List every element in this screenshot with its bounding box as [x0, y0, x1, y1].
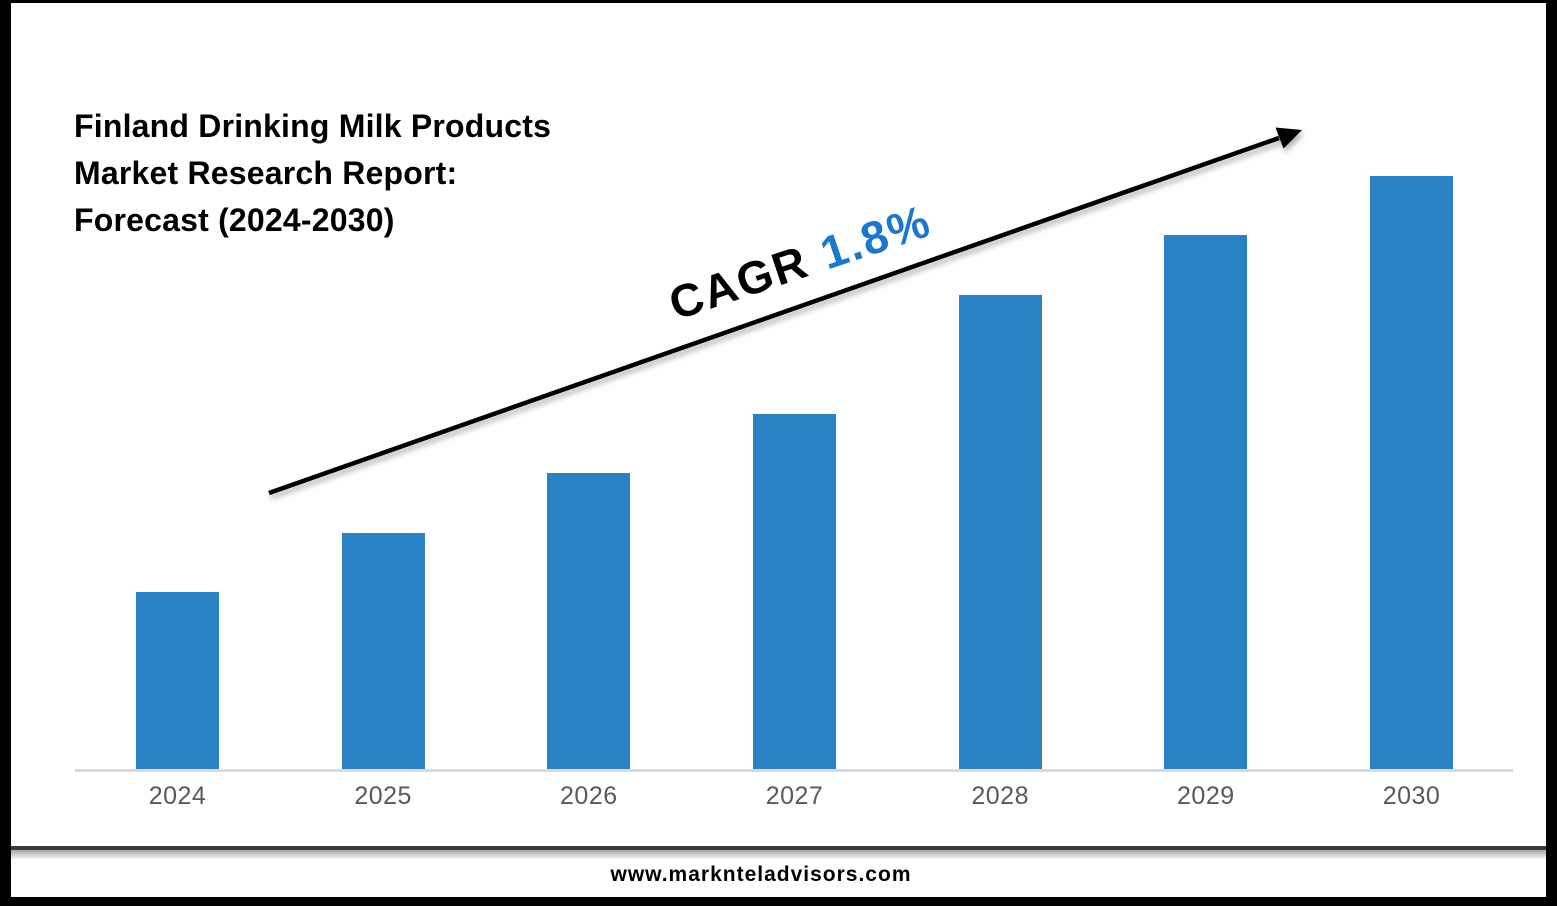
x-tick-label-2028: 2028	[971, 782, 1029, 810]
footer-website-url: www.marknteladvisors.com	[610, 863, 912, 886]
bar-2027	[753, 414, 836, 771]
frame-border-left	[0, 0, 11, 906]
bar-2028	[958, 295, 1042, 771]
frame-border-right	[1546, 0, 1557, 906]
bar-2024	[136, 592, 219, 771]
x-tick-label-2030: 2030	[1382, 782, 1441, 810]
footer-divider	[11, 846, 1546, 850]
x-tick-label-2027: 2027	[765, 782, 824, 810]
chart-title: Finland Drinking Milk Products Market Re…	[74, 103, 551, 244]
x-tick-label-2026: 2026	[560, 782, 618, 810]
bar-2025	[341, 533, 425, 771]
footer-divider-shadow	[11, 850, 1546, 860]
x-tick-label-2025: 2025	[354, 782, 412, 810]
chart-title-line-1: Finland Drinking Milk Products	[74, 108, 552, 144]
x-tick-label-2029: 2029	[1177, 782, 1235, 810]
bar-2029	[1164, 235, 1248, 771]
x-axis-line	[75, 769, 1513, 772]
frame-border-top	[0, 0, 1557, 3]
x-tick-label-2024: 2024	[148, 782, 207, 810]
bar-2030	[1370, 176, 1454, 771]
chart-title-line-3: Forecast (2024-2030)	[74, 202, 395, 238]
bar-2026	[547, 473, 631, 771]
chart-title-line-2: Market Research Report:	[74, 155, 458, 191]
frame-border-bottom	[0, 897, 1557, 906]
